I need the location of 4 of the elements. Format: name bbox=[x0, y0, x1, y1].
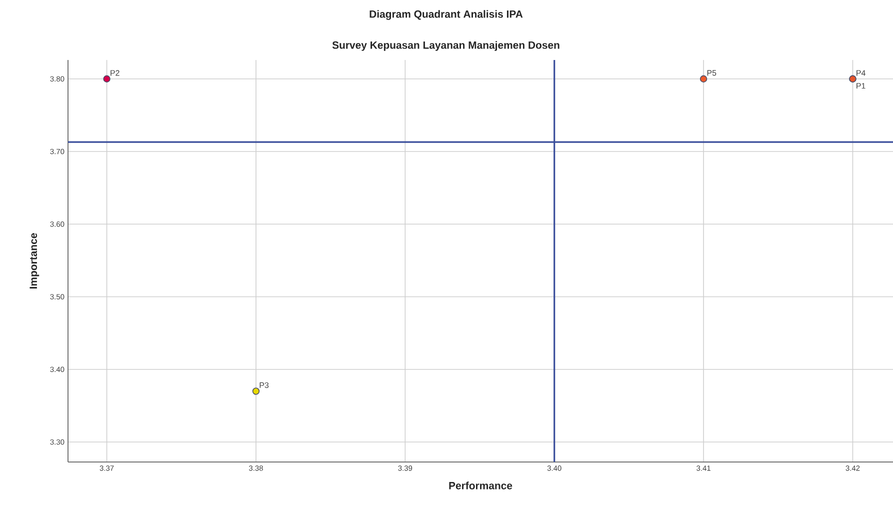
chart-title: Diagram Quadrant Analisis IPA bbox=[370, 10, 523, 20]
chart-subtitle: Survey Kepuasan Layanan Manajemen Dosen bbox=[332, 41, 560, 51]
x-axis-title: Performance bbox=[449, 482, 512, 490]
y-axis-title: Importance bbox=[30, 233, 40, 288]
